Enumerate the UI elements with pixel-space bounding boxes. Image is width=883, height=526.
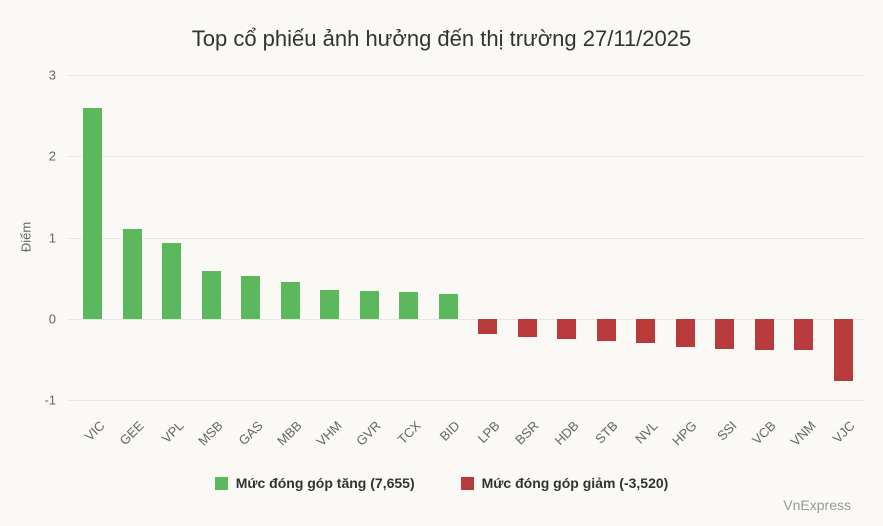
x-tick-label: LPB bbox=[474, 418, 503, 446]
x-tick-label: GEE bbox=[116, 418, 147, 449]
bar-vhm[interactable] bbox=[320, 289, 339, 319]
gridline bbox=[68, 319, 863, 320]
gridline bbox=[68, 156, 863, 157]
bar-stb[interactable] bbox=[596, 319, 616, 341]
x-tick-label: VCB bbox=[749, 418, 779, 448]
legend-item-down[interactable]: Mức đóng góp giảm (-3,520) bbox=[460, 475, 669, 491]
legend-label-down: Mức đóng góp giảm (-3,520) bbox=[481, 475, 669, 491]
source-credit: VnExpress bbox=[783, 497, 851, 513]
x-tick-label: TCX bbox=[394, 418, 424, 447]
legend: Mức đóng góp tăng (7,655) Mức đóng góp g… bbox=[0, 475, 883, 491]
bar-vjc[interactable] bbox=[833, 319, 853, 381]
x-tick-label: NVL bbox=[631, 418, 661, 447]
y-tick-label: 2 bbox=[48, 148, 56, 164]
legend-swatch-up bbox=[214, 476, 228, 490]
x-tick-label: SSI bbox=[713, 418, 740, 444]
bar-nvl[interactable] bbox=[636, 319, 655, 344]
legend-item-up[interactable]: Mức đóng góp tăng (7,655) bbox=[214, 475, 415, 491]
x-tick-label: HDB bbox=[551, 418, 582, 449]
bar-bid[interactable] bbox=[438, 293, 458, 319]
x-tick-label: GVR bbox=[353, 418, 384, 449]
y-tick-label: 0 bbox=[48, 311, 56, 327]
bar-gas[interactable] bbox=[241, 275, 260, 319]
x-tick-label: VJC bbox=[829, 418, 858, 446]
bar-tcx[interactable] bbox=[399, 292, 418, 319]
bar-hdb[interactable] bbox=[557, 319, 576, 340]
bar-hpg[interactable] bbox=[675, 319, 695, 348]
bar-vnm[interactable] bbox=[794, 319, 813, 350]
bar-gvr[interactable] bbox=[359, 291, 379, 319]
legend-swatch-down bbox=[460, 476, 474, 490]
x-tick-label: VIC bbox=[81, 418, 108, 444]
y-tick-label: 3 bbox=[48, 67, 56, 83]
x-tick-label: BID bbox=[436, 418, 463, 444]
x-tick-label: MBB bbox=[274, 418, 305, 449]
legend-label-up: Mức đóng góp tăng (7,655) bbox=[235, 475, 415, 491]
x-tick-label: GAS bbox=[235, 418, 266, 449]
bar-gee[interactable] bbox=[122, 228, 142, 319]
gridline bbox=[68, 400, 863, 401]
y-tick-label: 1 bbox=[48, 230, 56, 246]
x-tick-label: VNM bbox=[787, 418, 819, 450]
bar-vic[interactable] bbox=[83, 107, 102, 319]
x-tick-label: HPG bbox=[669, 418, 700, 449]
bar-bsr[interactable] bbox=[517, 319, 537, 337]
bar-lpb[interactable] bbox=[478, 319, 497, 335]
y-tick-label: -1 bbox=[44, 392, 56, 408]
bar-ssi[interactable] bbox=[715, 319, 734, 350]
x-tick-label: STB bbox=[592, 418, 621, 447]
x-tick-label: MSB bbox=[195, 418, 226, 449]
bar-vpl[interactable] bbox=[162, 243, 181, 319]
bar-msb[interactable] bbox=[201, 271, 221, 319]
x-tick-label: BSR bbox=[512, 418, 542, 448]
x-tick-label: VHM bbox=[313, 418, 345, 450]
gridline bbox=[68, 75, 863, 76]
x-tick-label: VPL bbox=[158, 418, 187, 446]
bar-vcb[interactable] bbox=[754, 319, 774, 350]
bar-mbb[interactable] bbox=[280, 282, 300, 319]
gridline bbox=[68, 238, 863, 239]
chart-title: Top cổ phiếu ảnh hưởng đến thị trường 27… bbox=[191, 26, 692, 51]
